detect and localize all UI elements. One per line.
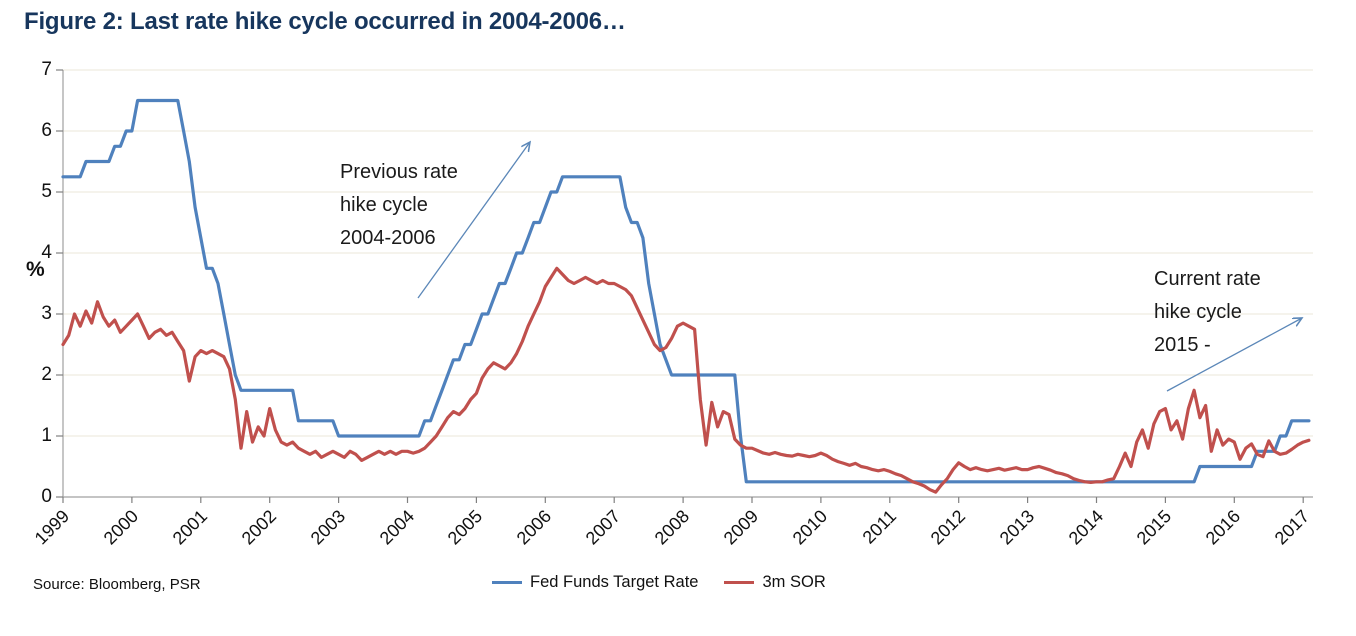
annotation-line: hike cycle: [340, 194, 428, 216]
annotation-arrows: [417, 142, 1302, 392]
current-cycle-arrow: [1166, 318, 1302, 392]
axes: [62, 70, 1313, 498]
legend-item: Fed Funds Target Rate: [492, 573, 698, 592]
annotation-line: hike cycle: [1154, 301, 1242, 323]
gridlines: [63, 69, 1313, 437]
y-axis-unit-label: %: [26, 258, 45, 281]
annotation-current-cycle: Current rate hike cycle 2015 -: [1154, 263, 1261, 362]
previous-cycle-arrow: [417, 142, 530, 299]
y-axis-label-5: 5: [41, 181, 52, 202]
source-note: Source: Bloomberg, PSR: [33, 576, 201, 593]
y-axis-label-1: 1: [41, 425, 52, 446]
y-axis-label-3: 3: [41, 303, 52, 324]
annotation-line: 2015 -: [1154, 334, 1211, 356]
y-axis-label-2: 2: [41, 364, 52, 385]
annotation-line: Current rate: [1154, 268, 1261, 290]
legend-label: 3m SOR: [762, 573, 826, 591]
annotation-line: 2004-2006: [340, 227, 436, 249]
series-lines: [61, 98, 1311, 494]
legend-swatch: [724, 580, 755, 585]
legend-item: 3m SOR: [724, 573, 826, 592]
chart-legend: Fed Funds Target Rate 3m SOR: [492, 573, 826, 592]
series-line-3m-sor: [61, 266, 1311, 494]
y-axis-label-4: 4: [41, 242, 52, 263]
annotation-previous-cycle: Previous rate hike cycle 2004-2006: [340, 156, 458, 255]
figure-title: Figure 2: Last rate hike cycle occurred …: [24, 8, 626, 35]
y-axis-label-6: 6: [41, 120, 52, 141]
legend-swatch: [492, 580, 522, 585]
y-axis-label-7: 7: [41, 59, 52, 80]
axis-tick-marks: [56, 69, 1304, 503]
annotation-line: Previous rate: [340, 161, 458, 183]
y-axis-label-0: 0: [41, 486, 52, 507]
legend-label: Fed Funds Target Rate: [530, 573, 699, 591]
